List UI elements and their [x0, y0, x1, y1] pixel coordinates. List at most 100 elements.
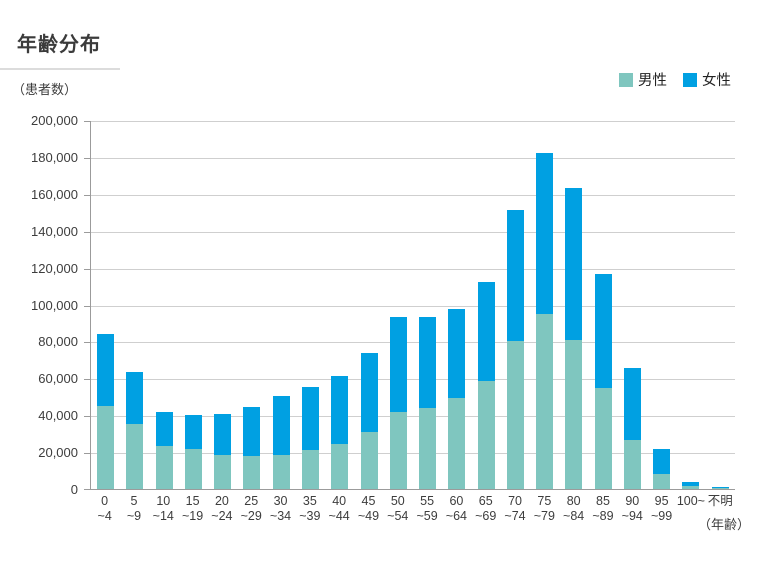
legend-item-female: 女性 [683, 69, 731, 90]
legend-item-male: 男性 [619, 69, 667, 90]
bar-segment-male-95~99 [653, 474, 671, 489]
bar-group-75~79 [530, 121, 559, 489]
x-axis-tick-label-line: ~94 [621, 509, 643, 523]
x-axis-tick-label-10~14: 10 ~14 [149, 494, 178, 524]
gridline-140000 [91, 231, 735, 233]
x-axis-tick-label-line: 50 [390, 494, 405, 508]
bar-group-25~29 [237, 121, 266, 489]
y-axis-tick [84, 157, 91, 159]
gridline-80000 [91, 342, 735, 344]
y-axis-tick-label: 80,000 [38, 334, 78, 350]
y-axis-tick [84, 305, 91, 307]
bar-group-30~34 [267, 121, 296, 489]
x-axis-tick-label-0~4: 0 ~4 [90, 494, 119, 524]
x-axis-tick-label-25~29: 25 ~29 [237, 494, 266, 524]
gridline-160000 [91, 194, 735, 196]
x-axis-tick-label-line: ~49 [357, 509, 380, 523]
bar-segment-female-40~44 [331, 376, 349, 444]
y-axis-tick [84, 231, 91, 233]
gridline-20000 [91, 453, 735, 455]
x-axis-tick-label-35~39: 35 ~39 [295, 494, 324, 524]
legend-label-male: 男性 [638, 73, 667, 89]
x-axis-tick-label-55~59: 55 ~59 [412, 494, 441, 524]
x-axis-tick-label-line: 90 [625, 494, 640, 508]
x-axis-unit-label: （年齢） [698, 517, 751, 532]
x-axis-tick-label-line: ~89 [592, 509, 614, 523]
bar-segment-female-35~39 [301, 386, 319, 451]
x-axis-tick-label-70~74: 70 ~74 [500, 494, 529, 524]
x-axis-tick-label-40~44: 40 ~44 [325, 494, 354, 524]
x-axis-tick-label-line: 5 [130, 494, 138, 508]
x-axis-tick-label-95~99: 95 ~99 [647, 494, 676, 524]
y-axis-tick [84, 342, 91, 344]
bar-segment-male-30~34 [272, 454, 290, 489]
x-axis-tick-label-line: 60 [449, 494, 464, 508]
bar-segment-male-35~39 [301, 450, 319, 489]
x-axis-tick-label-line: ~39 [299, 509, 321, 523]
bar-segment-female-80~84 [565, 188, 583, 340]
y-axis-tick [84, 121, 91, 122]
y-axis-tick [84, 416, 91, 418]
x-axis-tick-label-line: 25 [244, 494, 259, 508]
y-axis-tick [84, 453, 91, 455]
x-axis-tick-label-line: ~14 [152, 509, 174, 523]
x-axis-tick-label-50~54: 50 ~54 [383, 494, 412, 524]
bar-group-80~84 [559, 121, 588, 489]
bar-segment-male-75~79 [536, 313, 554, 489]
bar-segment-female-55~59 [419, 317, 437, 408]
bar-group-5~9 [120, 121, 149, 489]
bar-segment-female-70~74 [506, 210, 524, 342]
x-axis-tick-label-85~89: 85 ~89 [588, 494, 617, 524]
x-axis-tick-label-line: 70 [508, 494, 522, 508]
bar-segment-female-15~19 [184, 415, 202, 450]
x-axis-tick-label-line: ~44 [328, 509, 350, 523]
y-axis-unit-label: （患者数） [12, 82, 78, 97]
bar-group-60~64 [442, 121, 471, 489]
x-axis-tick-label-line: 10 [156, 494, 171, 508]
bar-segment-male-5~9 [126, 423, 144, 489]
bar-segment-male-80~84 [565, 339, 583, 489]
bar-segment-male-90~94 [623, 440, 641, 489]
y-axis-tick-label: 180,000 [31, 149, 78, 165]
page-title: 年齢分布 [17, 34, 101, 56]
x-axis-tick-label-20~24: 20 ~24 [207, 494, 236, 524]
x-axis-tick-label-15~19: 15 ~19 [178, 494, 207, 524]
x-axis-tick-label-65~69: 65 ~69 [471, 494, 500, 524]
bar-segment-female-85~89 [594, 274, 612, 389]
x-axis-tick-label-line: ~59 [416, 509, 438, 523]
gridline-120000 [91, 268, 735, 270]
bar-segment-male-60~64 [448, 397, 466, 489]
bar-group-15~19 [179, 121, 208, 489]
bar-segment-female-30~34 [272, 395, 290, 455]
bar-segment-female-100~ [682, 481, 700, 487]
x-axis-tick-label-line: 不明 [707, 494, 733, 508]
y-axis-tick [84, 489, 91, 490]
bar-group-90~94 [618, 121, 647, 489]
x-axis-tick-label-line: ~29 [240, 509, 262, 523]
x-axis-tick-label-45~49: 45 ~49 [354, 494, 383, 524]
bar-group-50~54 [384, 121, 413, 489]
bar-segment-male-100~ [682, 486, 700, 489]
bar-group-100~ [676, 121, 705, 489]
y-axis-tick-label: 140,000 [31, 223, 78, 239]
x-axis-tick-label-line: 35 [302, 494, 317, 508]
x-axis-tick-label-line: ~54 [387, 509, 409, 523]
bar-segment-female-0~4 [97, 334, 115, 406]
bars-layer [91, 121, 735, 489]
y-axis-tick-label: 120,000 [31, 260, 78, 276]
x-axis-tick-label-5~9: 5 ~9 [119, 494, 148, 524]
bar-segment-male-20~24 [214, 454, 232, 489]
bar-segment-female-10~14 [155, 411, 173, 446]
x-axis-tick-label-line: 30 [273, 494, 288, 508]
x-axis-tick-label-line: ~24 [211, 509, 233, 523]
bar-segment-male-85~89 [594, 388, 612, 489]
x-axis-tick-label-line: 75 [537, 494, 552, 508]
x-axis-tick-label-30~34: 30 ~34 [266, 494, 295, 524]
bar-group-40~44 [325, 121, 354, 489]
x-axis-tick-label-line: 65 [478, 494, 493, 508]
bar-segment-female-90~94 [623, 368, 641, 441]
bar-segment-female-20~24 [214, 414, 232, 455]
bar-segment-female-50~54 [389, 317, 407, 412]
y-axis-tick [84, 268, 91, 270]
bar-group-65~69 [471, 121, 500, 489]
